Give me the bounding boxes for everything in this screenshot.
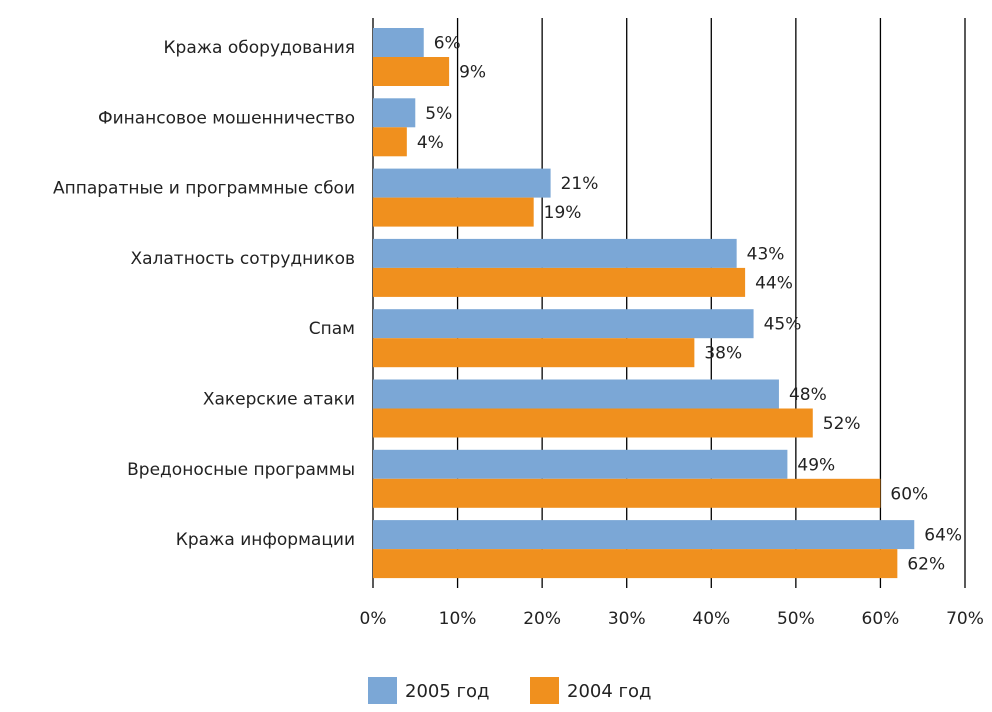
category-label: Халатность сотрудников: [130, 249, 355, 269]
bar: [373, 379, 779, 409]
bar: [373, 478, 881, 508]
data-label: 62%: [907, 555, 945, 575]
data-label: 19%: [544, 203, 582, 223]
bar: [373, 168, 551, 198]
bar: [373, 57, 450, 86]
data-label: 44%: [755, 273, 793, 293]
legend-swatch: [530, 677, 559, 704]
tick-label: 10%: [439, 609, 477, 629]
legend-swatch: [368, 677, 397, 704]
data-label: 5%: [425, 104, 452, 124]
category-label: Вредоносные программы: [127, 460, 355, 480]
bar: [373, 338, 695, 368]
gridlines: [372, 18, 966, 588]
data-label: 52%: [823, 414, 861, 434]
data-label: 49%: [797, 455, 835, 475]
category-label: Финансовое мошенничество: [98, 108, 355, 128]
data-label: 38%: [704, 344, 742, 364]
legend: 2005 год 2004 год: [368, 677, 651, 704]
data-label: 43%: [747, 244, 785, 264]
bar: [373, 28, 424, 57]
bar: [373, 238, 737, 268]
bar: [373, 197, 534, 227]
bar: [373, 520, 915, 550]
data-label: 21%: [561, 174, 599, 194]
category-label: Аппаратные и программные сбои: [53, 179, 355, 199]
data-label: 64%: [924, 526, 962, 546]
tick-label: 0%: [360, 609, 387, 629]
bar: [373, 309, 754, 339]
data-label: 9%: [459, 63, 486, 83]
category-label: Спам: [309, 319, 355, 339]
data-label: 45%: [764, 315, 802, 335]
x-axis-ticks: 0% 10% 20% 30% 40% 50% 60% 70%: [360, 609, 984, 629]
bars: [373, 28, 915, 579]
bar: [373, 127, 407, 157]
bar: [373, 408, 813, 438]
legend-label: 2005 год: [405, 681, 489, 702]
tick-label: 50%: [777, 609, 815, 629]
data-label: 4%: [417, 133, 444, 153]
category-label: Кража информации: [176, 530, 355, 550]
tick-label: 60%: [862, 609, 900, 629]
tick-label: 30%: [608, 609, 646, 629]
tick-label: 20%: [523, 609, 561, 629]
data-label: 60%: [890, 484, 928, 504]
data-labels: 6% 9% 5% 4% 21% 19% 43% 44% 45% 38% 48% 52% 49% 60% 64…: [417, 34, 962, 575]
bar: [373, 98, 416, 128]
tick-label: 70%: [946, 609, 984, 629]
bar: [373, 549, 898, 579]
legend-label: 2004 год: [567, 681, 651, 702]
bar: [373, 267, 746, 297]
tick-label: 40%: [692, 609, 730, 629]
data-label: 6%: [434, 34, 461, 54]
category-label: Кража оборудования: [163, 38, 355, 58]
category-label: Хакерские атаки: [203, 390, 355, 410]
bar: [373, 449, 788, 479]
data-label: 48%: [789, 385, 827, 405]
category-labels: Кража оборудования Финансовое мошенничест…: [53, 38, 355, 550]
